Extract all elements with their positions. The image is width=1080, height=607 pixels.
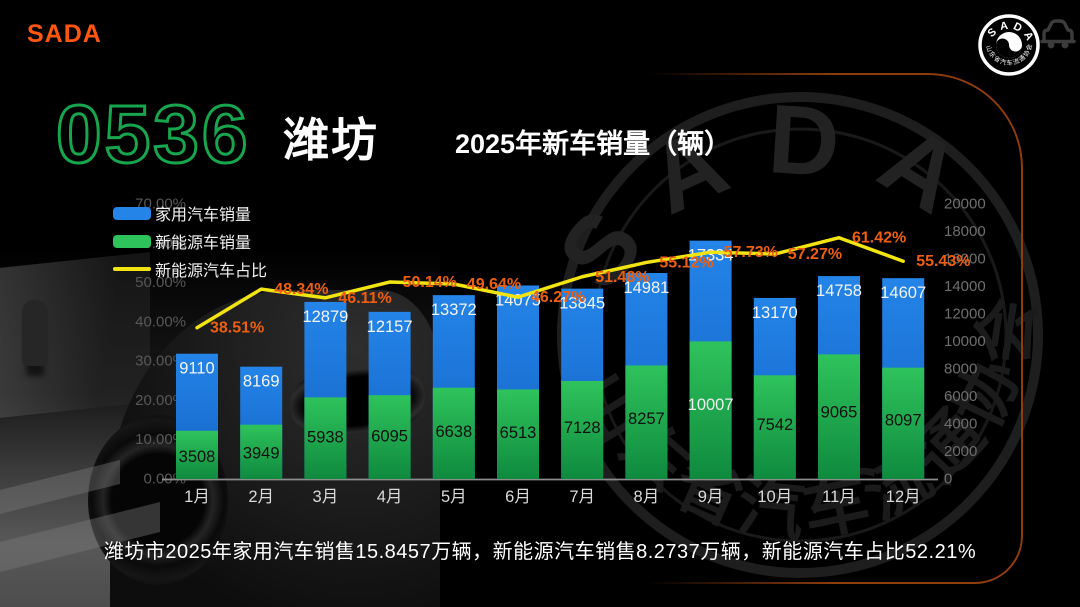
pct-label: 46.27% xyxy=(531,289,585,306)
household-value-label: 13372 xyxy=(431,301,477,319)
bar-nev xyxy=(176,430,218,479)
month-label: 6月 xyxy=(505,488,531,506)
pedestrian-silhouette xyxy=(22,300,48,366)
month-label: 1月 xyxy=(184,488,210,506)
bar-nev xyxy=(368,395,411,479)
nev-value-label: 10007 xyxy=(688,396,734,414)
legend-item-nev: 新能源车销量 xyxy=(113,227,267,255)
household-value-label: 13170 xyxy=(752,304,798,322)
right-axis-tick-label: 0 xyxy=(944,471,952,488)
legend-label: 新能源车销量 xyxy=(155,235,252,252)
bar-nev xyxy=(497,389,539,479)
nev-value-label: 8257 xyxy=(628,410,665,428)
summary-text: 潍坊市2025年家用汽车销售15.8457万辆，新能源汽车销售8.2737万辆，… xyxy=(103,541,977,563)
chart-legend: 家用汽车销量 新能源车销量 新能源汽车占比 xyxy=(113,199,267,283)
month-label: 3月 xyxy=(313,488,339,506)
nev-value-label: 3949 xyxy=(243,445,280,463)
month-label: 9月 xyxy=(698,488,724,506)
ratio-line-swatch-icon xyxy=(113,267,151,271)
bar-nev xyxy=(304,397,347,479)
area-code: 0536 xyxy=(54,88,251,182)
right-axis-tick-label: 8000 xyxy=(944,361,977,378)
city-name: 潍坊 xyxy=(283,114,379,166)
bar-nev xyxy=(432,387,475,479)
nev-value-label: 3508 xyxy=(179,448,216,466)
household-value-label: 8169 xyxy=(243,373,280,391)
month-label: 8月 xyxy=(634,488,660,506)
right-axis-tick-label: 12000 xyxy=(944,306,986,323)
nev-value-label: 6513 xyxy=(500,424,537,442)
month-label: 4月 xyxy=(377,488,403,506)
left-axis-tick-label: 30.00% xyxy=(135,353,186,370)
month-label: 7月 xyxy=(569,488,595,506)
household-value-label: 14607 xyxy=(880,284,926,302)
pct-label: 50.14% xyxy=(403,274,457,291)
legend-label: 新能源汽车占比 xyxy=(155,263,268,280)
nev-value-label: 7128 xyxy=(564,419,601,437)
household-value-label: 14758 xyxy=(816,282,862,300)
nev-bar-swatch-icon xyxy=(113,234,151,248)
right-axis-tick-label: 4000 xyxy=(944,416,977,433)
right-axis-tick-label: 2000 xyxy=(944,443,977,460)
month-label: 10月 xyxy=(757,488,792,506)
month-label: 12月 xyxy=(886,488,921,506)
chart-title: 2025年新车销量（辆） xyxy=(455,129,732,159)
household-value-label: 12157 xyxy=(367,318,413,336)
bar-nev xyxy=(240,424,283,479)
nev-value-label: 5938 xyxy=(307,429,344,447)
legend-item-ratio: 新能源汽车占比 xyxy=(113,255,267,283)
nev-value-label: 9065 xyxy=(821,404,858,422)
right-axis-tick-label: 20000 xyxy=(944,196,986,213)
month-label: 11月 xyxy=(822,488,856,506)
household-bar-swatch-icon xyxy=(113,206,151,220)
left-axis-tick-label: 20.00% xyxy=(135,392,186,409)
month-label: 2月 xyxy=(248,488,274,506)
left-axis-tick-label: 50.00% xyxy=(135,274,186,291)
pct-label: 49.64% xyxy=(467,276,521,293)
pct-label: 57.27% xyxy=(788,246,842,263)
pct-label: 61.42% xyxy=(852,230,906,247)
pct-label: 51.48% xyxy=(595,269,649,286)
nev-value-label: 8097 xyxy=(885,411,922,429)
household-value-label: 9110 xyxy=(179,360,214,378)
right-axis-tick-label: 18000 xyxy=(944,223,986,240)
right-axis-tick-label: 14000 xyxy=(944,278,986,295)
car-icon xyxy=(1040,19,1076,49)
pct-label: 46.11% xyxy=(338,290,391,307)
left-axis-tick-label: 40.00% xyxy=(135,313,186,330)
legend-label: 家用汽车销量 xyxy=(155,207,252,224)
nev-value-label: 6095 xyxy=(371,427,408,445)
nev-value-label: 6638 xyxy=(435,423,472,441)
nev-value-label: 7542 xyxy=(756,416,793,434)
pct-label: 55.12% xyxy=(659,254,713,271)
right-axis-tick-label: 10000 xyxy=(944,333,986,350)
right-axis-tick-label: 6000 xyxy=(944,388,977,405)
left-axis-tick-label: 10.00% xyxy=(135,431,186,448)
sada-badge-logo: SADA 山东省汽车流通协会 xyxy=(978,14,1040,76)
brand-logo-text: SADA xyxy=(27,20,102,48)
legend-item-household: 家用汽车销量 xyxy=(113,199,267,227)
household-value-label: 12879 xyxy=(302,308,348,326)
pct-label: 38.51% xyxy=(210,320,264,337)
pct-label: 55.43% xyxy=(916,253,970,270)
month-label: 5月 xyxy=(441,488,467,506)
pct-label: 57.73% xyxy=(724,244,778,261)
pct-label: 48.34% xyxy=(274,281,328,298)
